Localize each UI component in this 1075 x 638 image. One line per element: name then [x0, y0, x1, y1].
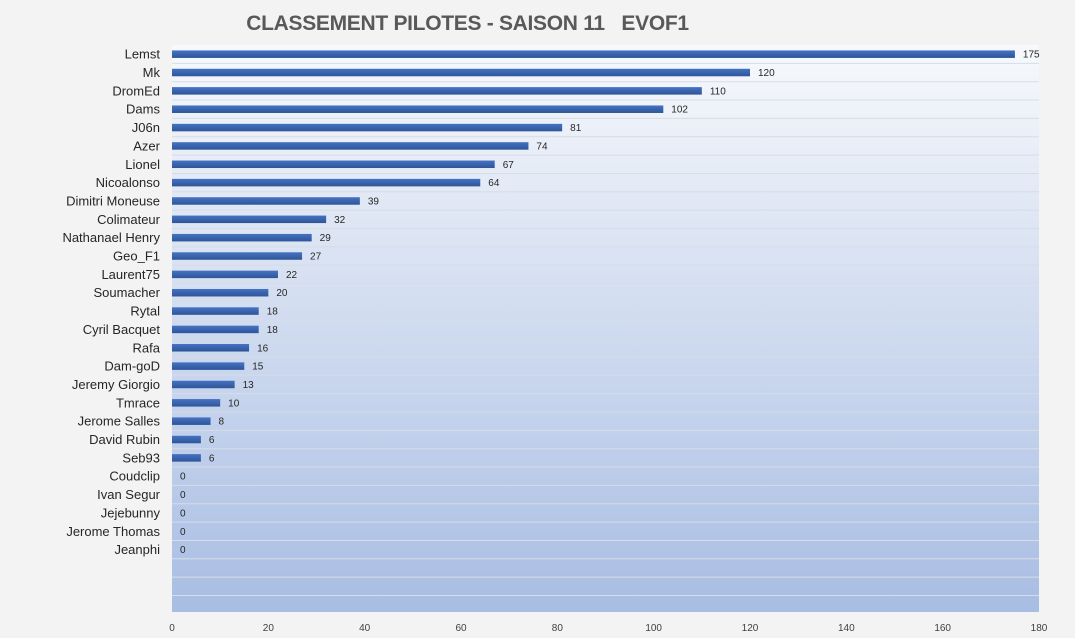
category-label: Mk: [143, 65, 161, 80]
data-label: 29: [320, 233, 332, 244]
data-label: 8: [219, 417, 225, 428]
bar: [172, 380, 235, 389]
category-label: Jerome Thomas: [66, 524, 160, 539]
category-label: Jeremy Giorgio: [72, 377, 160, 392]
category-label: Azer: [133, 138, 160, 153]
bar: [172, 123, 563, 132]
data-label: 22: [286, 270, 298, 281]
data-label: 20: [276, 288, 288, 299]
plot-area: [172, 45, 1039, 612]
bar: [172, 270, 278, 279]
data-label: 120: [758, 68, 775, 79]
bar: [172, 435, 201, 444]
bar: [172, 252, 303, 260]
data-label: 102: [671, 105, 688, 116]
category-label: Ivan Segur: [97, 487, 161, 502]
category-label: Colimateur: [97, 212, 161, 227]
data-label: 175: [1023, 50, 1040, 61]
data-label: 27: [310, 252, 322, 263]
bar: [172, 325, 259, 334]
data-label: 18: [267, 325, 279, 336]
bar: [172, 307, 259, 315]
data-label: 110: [710, 86, 726, 97]
bar: [172, 454, 201, 462]
category-label: DromEd: [112, 83, 160, 98]
category-label: Coudclip: [109, 469, 160, 484]
category-label: Jejebunny: [101, 505, 161, 520]
category-label: Soumacher: [94, 285, 161, 300]
category-label: Rafa: [133, 340, 161, 355]
x-tick-label: 60: [455, 623, 467, 634]
x-tick-label: 140: [838, 623, 855, 634]
bar: [172, 288, 269, 297]
bar: [172, 233, 312, 242]
data-label: 13: [243, 380, 255, 391]
data-label: 6: [209, 453, 215, 464]
category-label: Lionel: [125, 157, 160, 172]
category-label: Nicoalonso: [96, 175, 160, 190]
bar: [172, 160, 495, 169]
bar: [172, 417, 211, 425]
category-label: Cyril Bacquet: [83, 322, 161, 337]
x-tick-label: 80: [552, 623, 564, 634]
data-label: 10: [228, 398, 240, 409]
data-label: 0: [180, 490, 186, 501]
data-label: 0: [180, 527, 186, 538]
data-label: 32: [334, 215, 346, 226]
data-label: 15: [252, 362, 264, 373]
bar: [172, 50, 1015, 58]
category-label: Nathanael Henry: [62, 230, 160, 245]
data-label: 0: [180, 472, 186, 483]
data-label: 6: [209, 435, 215, 446]
bar: [172, 68, 750, 77]
bar: [172, 399, 221, 407]
category-label: Lemst: [125, 47, 161, 62]
category-label: David Rubin: [89, 432, 160, 447]
bar: [172, 362, 245, 370]
category-label: Geo_F1: [113, 249, 160, 264]
category-label: Laurent75: [101, 267, 160, 282]
data-label: 16: [257, 343, 269, 354]
category-label: Seb93: [122, 450, 160, 465]
category-label: Tmrace: [116, 395, 160, 410]
bar: [172, 105, 664, 113]
data-label: 74: [536, 141, 548, 152]
bar: [172, 344, 250, 352]
category-label: Jeanphi: [114, 542, 160, 557]
data-label: 0: [180, 545, 186, 556]
x-tick-label: 120: [742, 623, 759, 634]
data-label: 67: [503, 160, 515, 171]
chart-title: CLASSEMENT PILOTES - SAISON 11 EVOF1: [246, 12, 689, 35]
bar: [172, 142, 529, 150]
category-label: Dam-goD: [104, 359, 160, 374]
data-label: 18: [267, 307, 279, 318]
category-label: Jerome Salles: [78, 414, 161, 429]
x-tick-label: 20: [263, 623, 275, 634]
bar: [172, 178, 481, 187]
category-label: J06n: [132, 120, 160, 135]
data-label: 64: [488, 178, 500, 189]
data-label: 0: [180, 508, 186, 519]
bar: [172, 87, 702, 95]
bar: [172, 215, 327, 224]
x-tick-label: 160: [934, 623, 951, 634]
data-label: 81: [570, 123, 582, 134]
category-label: Dams: [126, 102, 160, 117]
x-tick-label: 0: [169, 623, 175, 634]
category-label: Rytal: [130, 304, 160, 319]
x-tick-label: 100: [645, 623, 662, 634]
category-label: Dimitri Moneuse: [66, 193, 160, 208]
bar: [172, 197, 360, 205]
x-tick-label: 40: [359, 623, 371, 634]
data-label: 39: [368, 196, 380, 207]
x-tick-label: 180: [1031, 623, 1048, 634]
